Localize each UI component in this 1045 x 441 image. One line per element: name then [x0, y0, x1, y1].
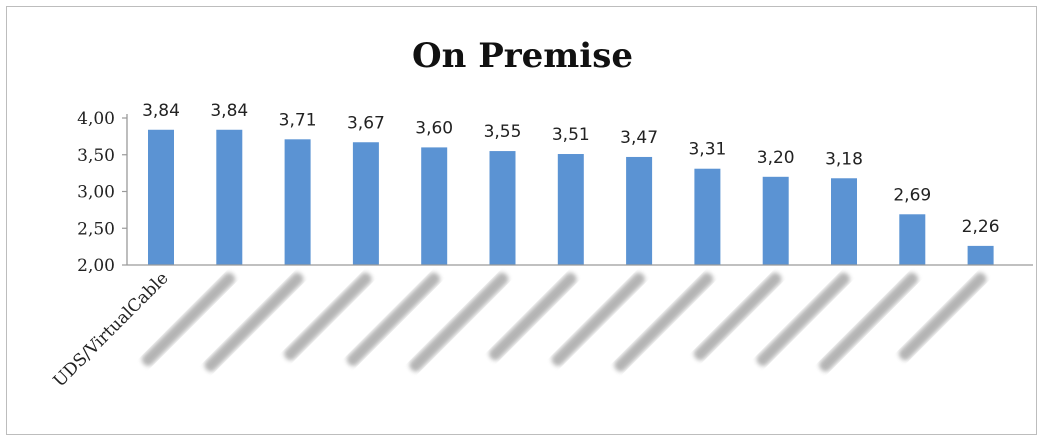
data-label: 2,69 [893, 185, 931, 205]
bar [899, 214, 926, 265]
data-label: 3,67 [347, 113, 385, 133]
data-label: 3,84 [210, 101, 248, 121]
category-label-blurred [141, 272, 236, 367]
y-tick-label: 4,00 [77, 109, 115, 129]
data-label: 2,26 [962, 217, 1000, 237]
data-labels: 3,84 3,84 3,71 3,67 3,60 3,55 3,51 3,47 3,31 3,20… [142, 101, 999, 237]
bar [557, 154, 584, 265]
data-label: 3,60 [415, 118, 453, 138]
data-label: 3,51 [552, 125, 590, 145]
category-label-blurred [488, 272, 577, 361]
category-label-blurred [614, 272, 714, 372]
bar [762, 176, 789, 265]
bar [626, 156, 653, 265]
category-label-blurred [756, 272, 850, 367]
bar [216, 129, 243, 265]
data-label: 3,31 [688, 140, 726, 160]
bar [967, 245, 994, 265]
category-label-blurred [346, 272, 441, 367]
chart-frame [6, 6, 1037, 435]
y-tick-label: 3,50 [77, 146, 115, 166]
x-axis: UDS/VirtualCable [50, 264, 1033, 391]
y-tick-label: 3,00 [77, 183, 115, 203]
bar [421, 147, 448, 265]
category-label-blurred [551, 272, 646, 367]
bar [352, 142, 379, 265]
data-label: 3,71 [279, 110, 317, 130]
data-label: 3,47 [620, 128, 658, 148]
bar [148, 129, 174, 265]
y-axis: 2,00 2,50 3,00 3,50 4,00 [77, 109, 128, 276]
category-label-blurred [204, 272, 304, 372]
data-label: 3,84 [142, 101, 180, 121]
bar [694, 168, 721, 265]
bar [284, 139, 311, 265]
bar [489, 151, 516, 265]
data-label: 3,18 [825, 149, 863, 169]
category-label-blurred [693, 272, 782, 361]
category-label-blurred [898, 272, 987, 361]
category-label: UDS/VirtualCable [50, 268, 173, 391]
category-label-blurred [284, 272, 372, 361]
category-label-blurred [409, 272, 509, 372]
data-label: 3,20 [757, 148, 795, 168]
category-label-blurred [819, 272, 919, 372]
y-tick-label: 2,00 [77, 256, 115, 276]
bar [831, 178, 857, 265]
data-label: 3,55 [484, 122, 522, 142]
y-tick-label: 2,50 [77, 219, 115, 239]
chart-title: On Premise [412, 36, 633, 76]
bars [148, 129, 994, 265]
